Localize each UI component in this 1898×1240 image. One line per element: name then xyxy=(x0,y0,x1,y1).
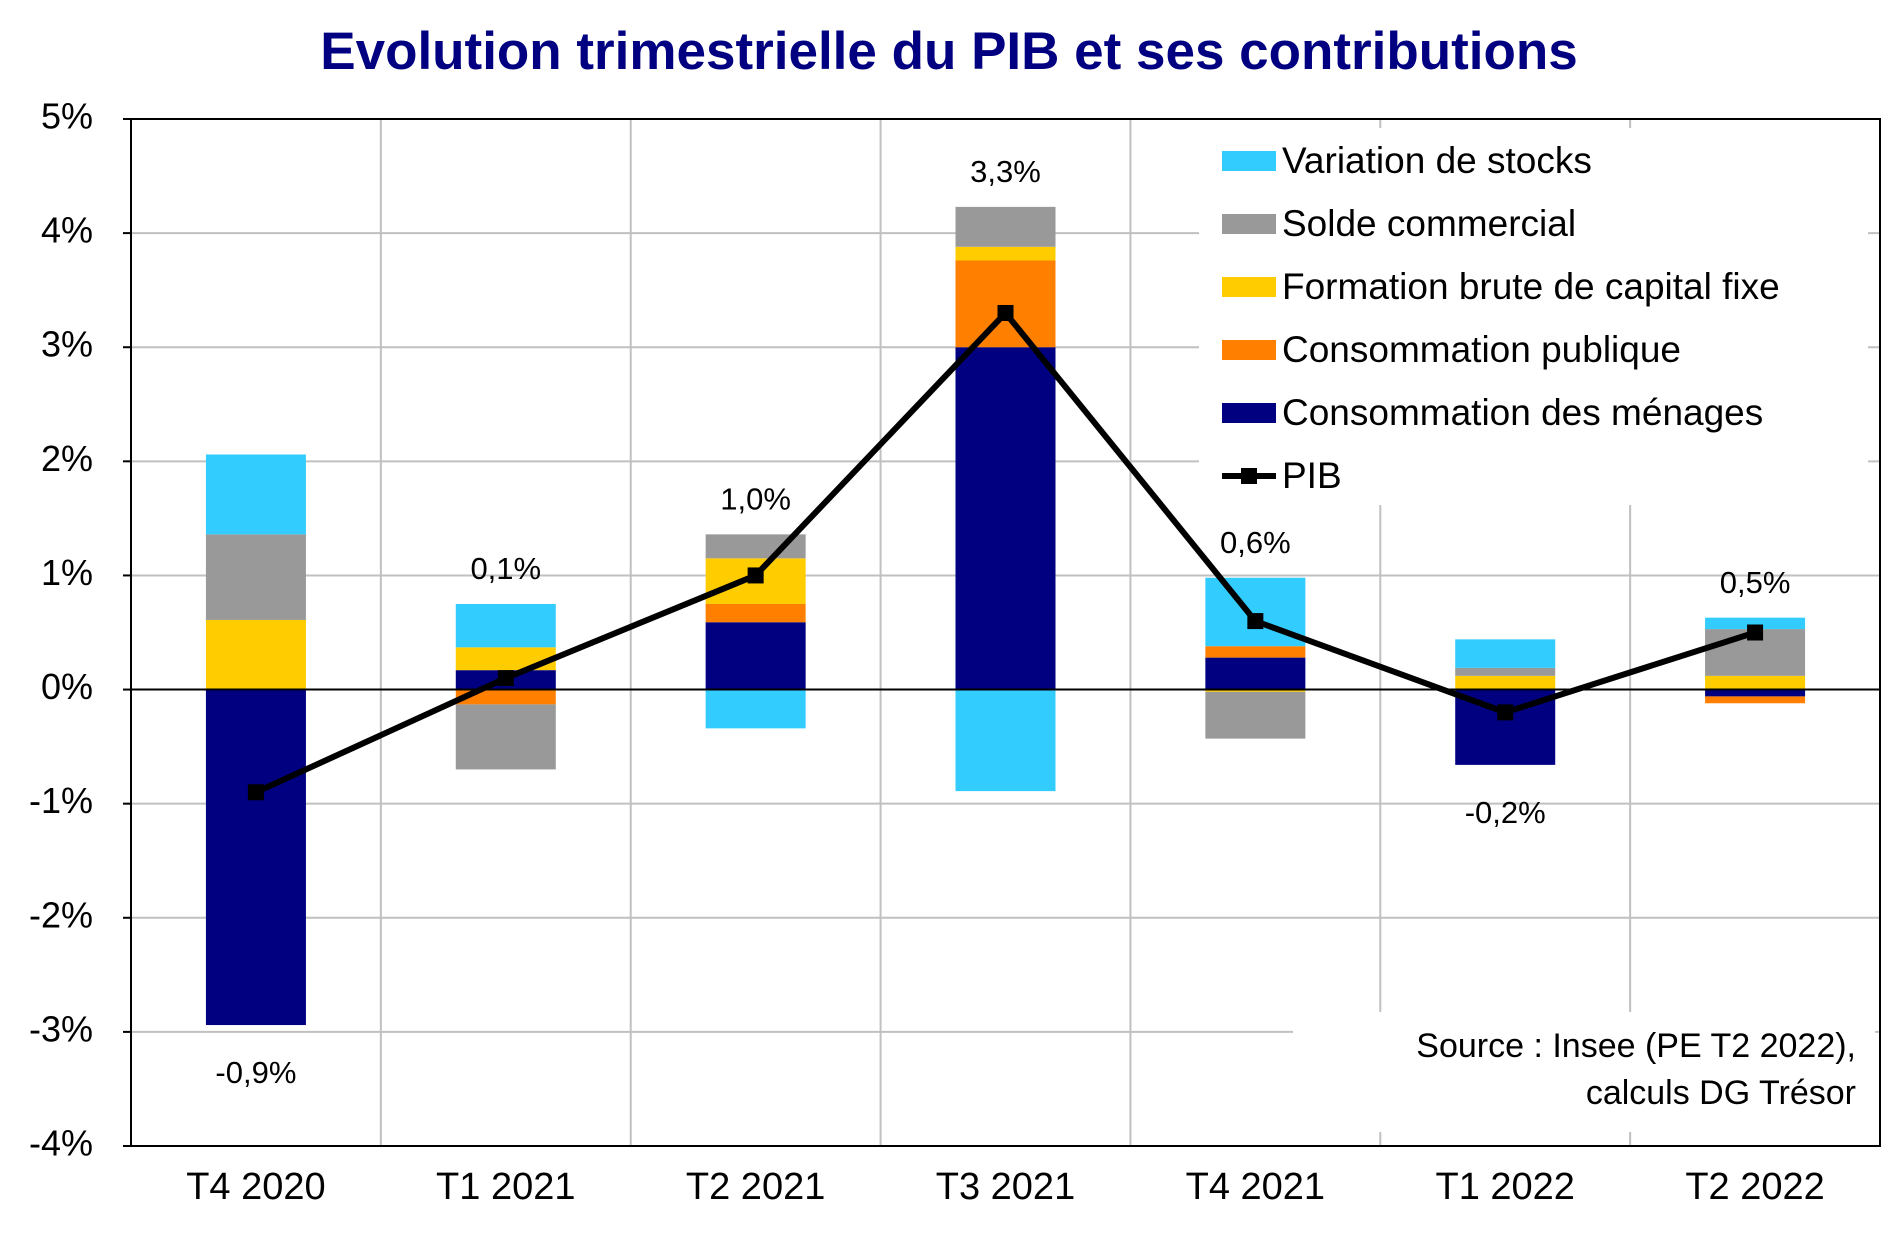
bar-segment xyxy=(955,689,1056,792)
bar-segment xyxy=(1455,667,1556,676)
bar-segment xyxy=(1455,639,1556,668)
bar-segment xyxy=(455,689,556,705)
line-marker xyxy=(1747,624,1764,641)
bar-segment xyxy=(205,619,306,690)
legend-swatch xyxy=(1222,277,1276,297)
bar-segment xyxy=(1705,696,1806,704)
line-marker xyxy=(497,670,514,687)
bar-segment xyxy=(705,603,806,623)
data-label: 1,0% xyxy=(720,482,791,517)
data-label: 0,1% xyxy=(470,551,541,586)
x-tick-label: T4 2021 xyxy=(1186,1166,1325,1208)
data-label: 0,6% xyxy=(1220,525,1291,560)
legend-swatch xyxy=(1222,214,1276,234)
source-box xyxy=(1293,1012,1875,1132)
bar-segment xyxy=(1205,689,1306,692)
source-note: Source : Insee (PE T2 2022), xyxy=(1416,1027,1856,1065)
bar-segment xyxy=(205,454,306,535)
x-tick-label: T4 2020 xyxy=(186,1166,325,1208)
y-tick-label: -1% xyxy=(29,780,93,821)
line-marker xyxy=(247,784,264,801)
legend-swatch xyxy=(1222,403,1276,423)
bar-segment xyxy=(205,534,306,620)
y-tick-label: -3% xyxy=(29,1008,93,1049)
line-marker xyxy=(1497,704,1514,721)
y-tick-label: 4% xyxy=(41,210,93,251)
x-tick-label: T1 2022 xyxy=(1435,1166,1574,1208)
bar-segment xyxy=(1705,617,1806,630)
legend-label: Solde commercial xyxy=(1282,203,1576,244)
bar-segment xyxy=(705,622,806,690)
x-tick-label: T3 2021 xyxy=(936,1166,1075,1208)
bar-segment xyxy=(955,260,1056,348)
bar-segment xyxy=(455,603,556,648)
chart-title: Evolution trimestrielle du PIB et ses co… xyxy=(320,22,1577,81)
bar-segment xyxy=(1205,691,1306,739)
bar-segment xyxy=(455,704,556,770)
source-note: calculs DG Trésor xyxy=(1586,1074,1856,1112)
legend-swatch xyxy=(1222,151,1276,171)
line-marker xyxy=(997,304,1014,321)
bar-segment xyxy=(1455,675,1556,690)
y-tick-label: 1% xyxy=(41,552,93,593)
data-label: 3,3% xyxy=(970,154,1041,189)
y-tick-label: 3% xyxy=(41,324,93,365)
bar-segment xyxy=(1705,689,1806,697)
bar-segment xyxy=(705,689,806,729)
line-marker xyxy=(1247,613,1264,630)
y-tick-label: 0% xyxy=(41,666,93,707)
bar-segment xyxy=(1205,657,1306,690)
y-tick-label: -2% xyxy=(29,894,93,935)
bar-segment xyxy=(205,689,306,1026)
x-tick-label: T2 2021 xyxy=(686,1166,825,1208)
line-marker xyxy=(747,567,764,584)
bar-segment xyxy=(1705,675,1806,690)
data-label: -0,9% xyxy=(215,1055,296,1090)
bar-segment xyxy=(1205,646,1306,658)
legend-label: Variation de stocks xyxy=(1282,140,1592,181)
legend-box xyxy=(1199,128,1868,505)
data-label: -0,2% xyxy=(1465,795,1546,830)
bar-segment xyxy=(955,347,1056,690)
bar-segment xyxy=(955,246,1056,261)
plot-border xyxy=(130,118,1881,1147)
bar-segment xyxy=(455,647,556,671)
x-tick-label: T2 2022 xyxy=(1685,1166,1824,1208)
y-tick-label: 2% xyxy=(41,438,93,479)
legend-label: PIB xyxy=(1282,455,1342,496)
legend-label: Consommation publique xyxy=(1282,329,1681,370)
legend-label: Consommation des ménages xyxy=(1282,392,1763,433)
x-tick-label: T1 2021 xyxy=(436,1166,575,1208)
y-tick-label: 5% xyxy=(41,96,93,137)
legend-swatch xyxy=(1222,340,1276,360)
legend-marker xyxy=(1241,468,1257,484)
legend-label: Formation brute de capital fixe xyxy=(1282,266,1780,307)
data-label: 0,5% xyxy=(1720,565,1791,600)
bar-segment xyxy=(955,206,1056,247)
y-tick-label: -4% xyxy=(29,1123,93,1164)
